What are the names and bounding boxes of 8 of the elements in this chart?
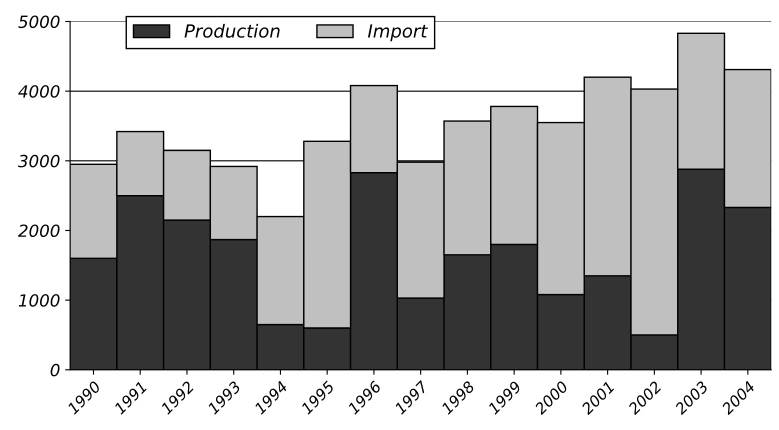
y-tick-label: 0 [50,364,60,376]
y-tick-label: 3000 [18,154,60,168]
y-tick-label: 5000 [18,15,60,28]
y-tick-label: 4000 [18,85,60,98]
legend-label: Import [368,24,428,42]
y-tick-label: 2000 [18,224,60,238]
legend-label: Production [184,24,280,38]
y-tick-label: 1000 [18,294,60,307]
